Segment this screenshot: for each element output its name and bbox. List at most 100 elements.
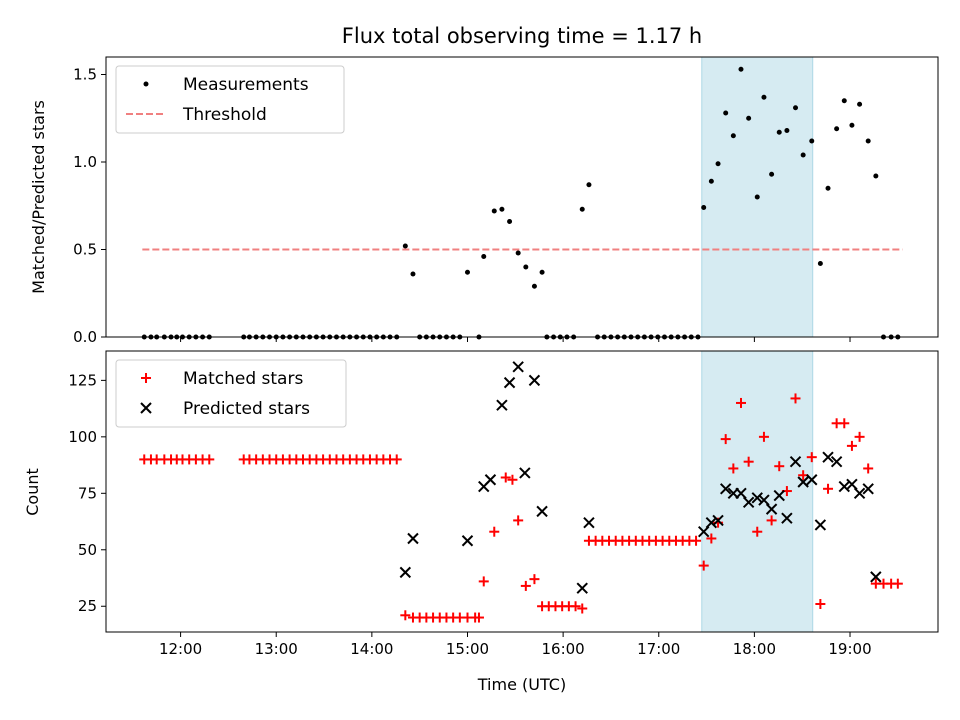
predicted-star-point bbox=[806, 474, 818, 486]
measurement-point bbox=[769, 171, 775, 177]
matched-star-point bbox=[823, 483, 834, 494]
measurement-point bbox=[841, 98, 847, 104]
y-tick-label: 100 bbox=[68, 428, 97, 446]
legend-label: Matched stars bbox=[183, 369, 303, 389]
axes-frame bbox=[105, 56, 939, 338]
matched-star-point bbox=[892, 578, 903, 589]
bottom-xlabel: Time (UTC) bbox=[477, 675, 566, 694]
y-tick-label: 0.0 bbox=[73, 328, 97, 346]
y-tick-label: 0.5 bbox=[73, 241, 97, 259]
matched-star-point bbox=[790, 393, 801, 404]
matched-star-point bbox=[204, 454, 215, 465]
measurement-point bbox=[499, 206, 505, 212]
axes-frame bbox=[105, 350, 939, 633]
predicted-star-point bbox=[536, 505, 548, 518]
predicted-star-point bbox=[484, 474, 497, 486]
matched-star-point bbox=[391, 454, 402, 465]
predicted-star-point bbox=[503, 376, 516, 389]
matched-star-point bbox=[815, 598, 826, 609]
matched-star-point bbox=[735, 397, 746, 408]
measurement-point bbox=[464, 269, 470, 275]
measurement-point bbox=[873, 173, 879, 179]
measurement-point bbox=[834, 126, 840, 132]
measurement-point bbox=[865, 138, 871, 144]
matched-star-point bbox=[854, 431, 865, 442]
matched-star-point bbox=[766, 515, 777, 526]
measurement-point bbox=[586, 182, 592, 188]
measurement-point bbox=[507, 219, 513, 224]
measurement-point bbox=[730, 133, 736, 139]
matched-star-point bbox=[758, 431, 769, 442]
matched-star-point bbox=[863, 463, 874, 474]
measurement-point bbox=[539, 269, 545, 275]
matched-star-point bbox=[728, 463, 739, 474]
legend-label: Threshold bbox=[182, 105, 267, 125]
predicted-star-point bbox=[846, 478, 858, 490]
matched-star-point bbox=[570, 601, 581, 612]
matched-star-point bbox=[520, 580, 531, 591]
measurement-point bbox=[481, 254, 487, 259]
predicted-star-point bbox=[719, 483, 732, 495]
predicted-star-point bbox=[822, 451, 834, 463]
top-panel: Matched/Predicted stars 0.0 0.5 1.0 1.5 Meas… bbox=[29, 56, 939, 346]
legend-label: Measurements bbox=[183, 75, 309, 95]
x-tick-label: 17:00 bbox=[637, 640, 680, 658]
predicted-star-point bbox=[528, 374, 541, 387]
predicted-star-point bbox=[735, 487, 747, 500]
matched-star-point bbox=[577, 603, 588, 614]
bottom-ylabel: Count bbox=[23, 468, 42, 516]
x-tick-label: 19:00 bbox=[828, 640, 871, 658]
predicted-star-point bbox=[496, 399, 508, 411]
matched-star-point bbox=[489, 526, 500, 537]
bottom-panel: Count Time (UTC) 12:00 13:00 14:00 15:00 16:… bbox=[23, 350, 939, 694]
matched-star-point bbox=[691, 535, 702, 546]
legend-marker bbox=[141, 373, 151, 383]
measurement-point bbox=[701, 205, 707, 210]
legend-label: Predicted stars bbox=[183, 399, 310, 419]
measurement-point bbox=[817, 261, 823, 266]
matched-star-point bbox=[839, 418, 850, 429]
x-tick-label: 16:00 bbox=[542, 640, 585, 658]
predicted-star-point bbox=[789, 455, 802, 468]
predicted-star-point bbox=[461, 535, 474, 547]
legend: Measurements Threshold bbox=[115, 65, 345, 134]
measurement-point bbox=[849, 122, 855, 128]
matched-star-point bbox=[529, 574, 540, 585]
measurement-point bbox=[857, 101, 863, 107]
figure-title: Flux total observing time = 1.17 h bbox=[342, 24, 702, 48]
measurement-point bbox=[738, 66, 744, 72]
matched-star-point bbox=[846, 440, 857, 451]
measurement-point bbox=[793, 105, 799, 111]
predicted-star-point bbox=[512, 361, 524, 373]
y-tick-label: 1.5 bbox=[73, 66, 97, 84]
predicted-star-point bbox=[830, 455, 843, 468]
matched-star-point bbox=[507, 474, 518, 485]
measurement-point bbox=[531, 283, 537, 289]
measurement-point bbox=[708, 178, 714, 184]
predicted-star-point bbox=[758, 494, 770, 506]
matched-star-point bbox=[752, 526, 763, 537]
predicted-star-point bbox=[781, 512, 793, 524]
legend-marker bbox=[140, 402, 152, 414]
measurement-point bbox=[515, 250, 521, 256]
x-tick-label: 12:00 bbox=[159, 640, 202, 658]
predicted-star-point bbox=[407, 532, 419, 545]
predicted-star-point bbox=[705, 516, 718, 529]
legend-box bbox=[115, 359, 347, 428]
predicted-star-point bbox=[853, 487, 866, 500]
highlight-span bbox=[701, 350, 814, 633]
measurement-point bbox=[809, 138, 815, 144]
predicted-star-point bbox=[576, 582, 588, 594]
predicted-star-point bbox=[712, 514, 724, 527]
top-ylabel: Matched/Predicted stars bbox=[29, 100, 48, 294]
matched-star-point bbox=[478, 576, 489, 587]
predicted-star-point bbox=[697, 526, 710, 538]
y-tick-label: 75 bbox=[78, 484, 97, 502]
measurement-point bbox=[825, 185, 831, 191]
measurement-point bbox=[723, 110, 729, 116]
predicted-star-point bbox=[751, 492, 763, 504]
matched-star-point bbox=[513, 515, 524, 526]
measurement-point bbox=[523, 264, 529, 270]
measurement-point bbox=[491, 208, 497, 214]
predicted-star-point bbox=[773, 489, 785, 502]
